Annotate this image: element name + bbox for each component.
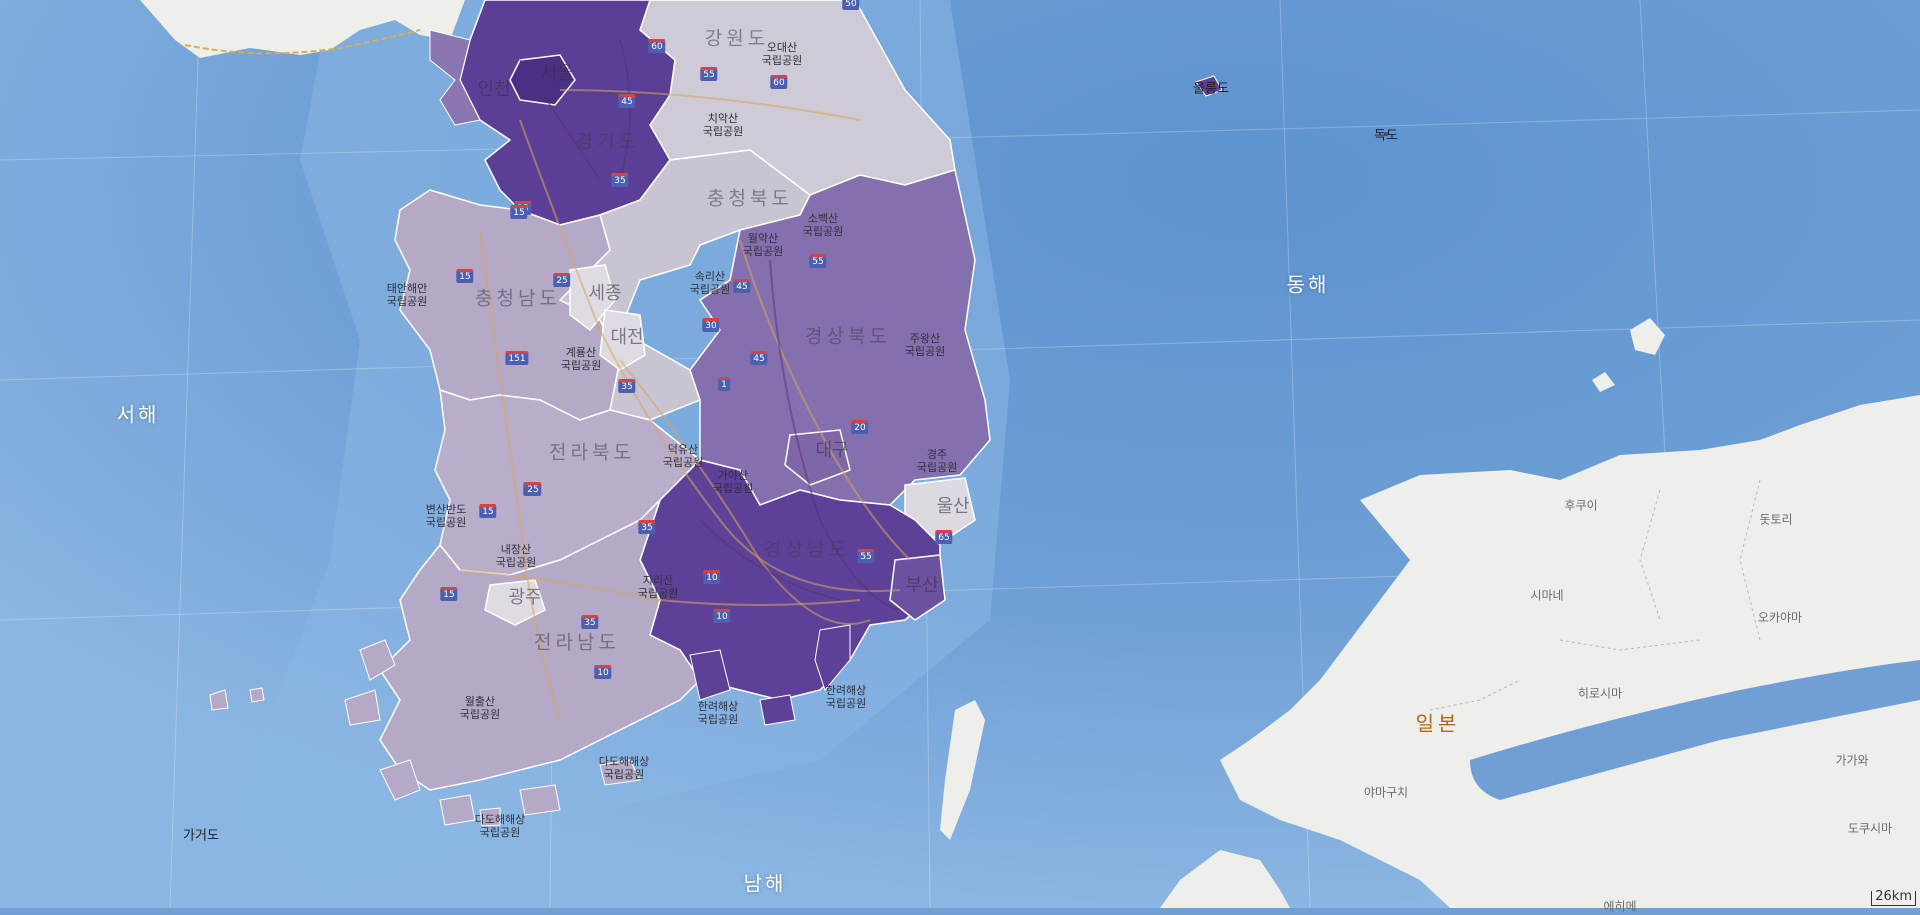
park-label-gayasan: 가야산 국립공원 [713,469,753,495]
jp-city-label-ehime: 에히메 [1603,898,1636,915]
province-label-chungnam: 충청남도 [475,284,561,311]
park-label-deogyusan: 덕유산 국립공원 [663,443,703,469]
park-label-dadohae-2: 다도해해상 국립공원 [475,813,526,839]
highway-shield: 35 [611,173,628,187]
park-label-hallyeo: 한려해상 국립공원 [698,700,738,726]
park-label-dadohae: 다도해해상 국립공원 [599,755,650,781]
park-label-wolchulsan: 월출산 국립공원 [460,695,500,721]
park-label-hallyeo-2: 한려해상 국립공원 [826,684,866,710]
park-label-naejangsan: 내장산 국립공원 [496,543,536,569]
park-label-sobaeksan: 소백산 국립공원 [803,212,843,238]
park-label-gyeongju: 경주 국립공원 [917,448,957,474]
city-label-ulsan: 울산 [936,492,969,518]
province-label-jeonnam: 전라남도 [534,628,620,655]
jp-city-label-tokushima: 도쿠시마 [1848,820,1892,837]
province-label-gyeongbuk: 경상북도 [805,322,891,349]
highway-shield: 10 [713,609,730,623]
highway-shield: 15 [479,504,496,518]
city-label-incheon: 인천 [477,75,510,101]
highway-shield: 1 [718,377,730,391]
jp-city-label-yamaguchi: 야마구치 [1364,784,1408,801]
city-label-seoul: 서울 [540,59,573,85]
highway-shield: 65 [935,530,952,544]
highway-shield: 151 [505,351,528,365]
jp-city-label-okayama: 오카야마 [1758,609,1802,626]
highway-shield: 50 [842,0,859,10]
park-label-gyeryongsan: 계룡산 국립공원 [561,346,601,372]
park-label-odaesan: 오대산 국립공원 [762,41,802,67]
city-label-sejong: 세종 [588,279,621,305]
park-label-taean: 태안해안 국립공원 [387,282,427,308]
highway-shield: 55 [857,549,874,563]
sea-label-south: 남해 [744,868,787,897]
country-label-japan: 일본 [1416,708,1461,737]
city-label-gwangju: 광주 [508,583,541,609]
jp-city-label-hiroshima: 히로시마 [1578,685,1622,702]
highway-shield: 10 [703,570,720,584]
park-label-juwangsan: 주왕산 국립공원 [905,332,945,358]
province-label-gangwon: 강원도 [705,24,769,51]
highway-shield: 15 [440,587,457,601]
highway-shield: 60 [770,75,787,89]
highway-shield: 10 [594,665,611,679]
park-label-jirisan: 지리산 국립공원 [638,574,678,600]
jp-city-label-shimane: 시마네 [1530,587,1563,604]
city-label-daejeon: 대전 [610,323,643,349]
island-label-ulleungdo: 울릉도 [1193,78,1229,97]
city-label-busan: 부산 [905,571,938,597]
park-label-songnisan: 속리산 국립공원 [690,270,730,296]
highway-shield: 35 [638,520,655,534]
highway-shield: 55 [700,67,717,81]
highway-shield: 55 [809,254,826,268]
scale-bar: 26km [1871,891,1916,906]
highway-shield: 20 [851,420,868,434]
highway-shield: 35 [581,615,598,629]
province-label-gyeonggi: 경기도 [576,127,640,154]
highway-shield: 15 [510,205,527,219]
highway-shield: 35 [618,379,635,393]
jp-city-label-hukui: 후쿠이 [1564,497,1597,514]
jp-city-label-kagawa: 가가와 [1835,752,1868,769]
highway-shield: 45 [750,351,767,365]
highway-shield: 25 [524,482,541,496]
province-label-chungbuk: 충청북도 [707,184,793,211]
city-label-daegu: 대구 [815,436,848,462]
island-label-gageodo: 가거도 [183,825,219,844]
sea-label-east: 동해 [1287,269,1330,298]
highway-shield: 15 [456,269,473,283]
highway-shield: 60 [648,39,665,53]
province-label-gyeongnam: 경상남도 [764,535,850,562]
jp-city-label-tottori: 돗토리 [1759,511,1792,528]
province-label-jeonbuk: 전라북도 [549,438,635,465]
island-label-dokdo: 독도 [1374,125,1398,144]
highway-shield: 30 [702,318,719,332]
highway-shield: 25 [553,273,570,287]
park-label-byeonsanbando: 변산반도 국립공원 [426,503,466,529]
park-label-chiaksan: 치악산 국립공원 [703,112,743,138]
highway-shield: 45 [733,279,750,293]
highway-shield: 45 [618,94,635,108]
sea-label-west: 서해 [117,399,160,428]
park-label-woraksan: 월악산 국립공원 [743,232,783,258]
